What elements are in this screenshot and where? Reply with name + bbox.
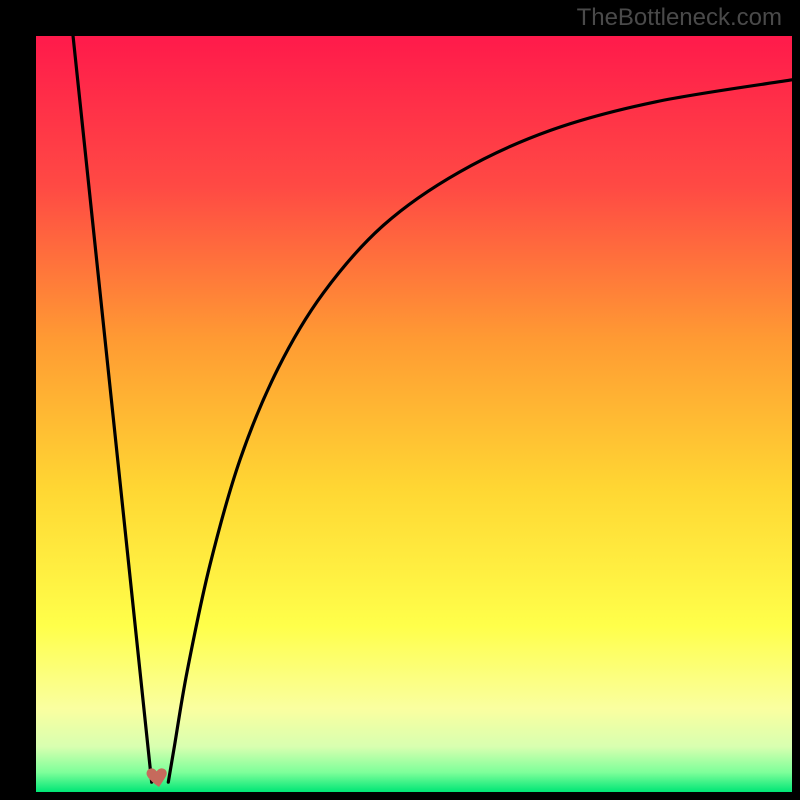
watermark-text: TheBottleneck.com [577, 4, 782, 32]
chart-container: TheBottleneck.com [0, 0, 800, 800]
bottleneck-curve [36, 36, 792, 792]
curve-right-branch [168, 80, 792, 782]
optimum-marker [145, 763, 173, 796]
plot-area [36, 36, 792, 792]
heart-icon [145, 763, 173, 791]
curve-left-branch [73, 36, 152, 782]
